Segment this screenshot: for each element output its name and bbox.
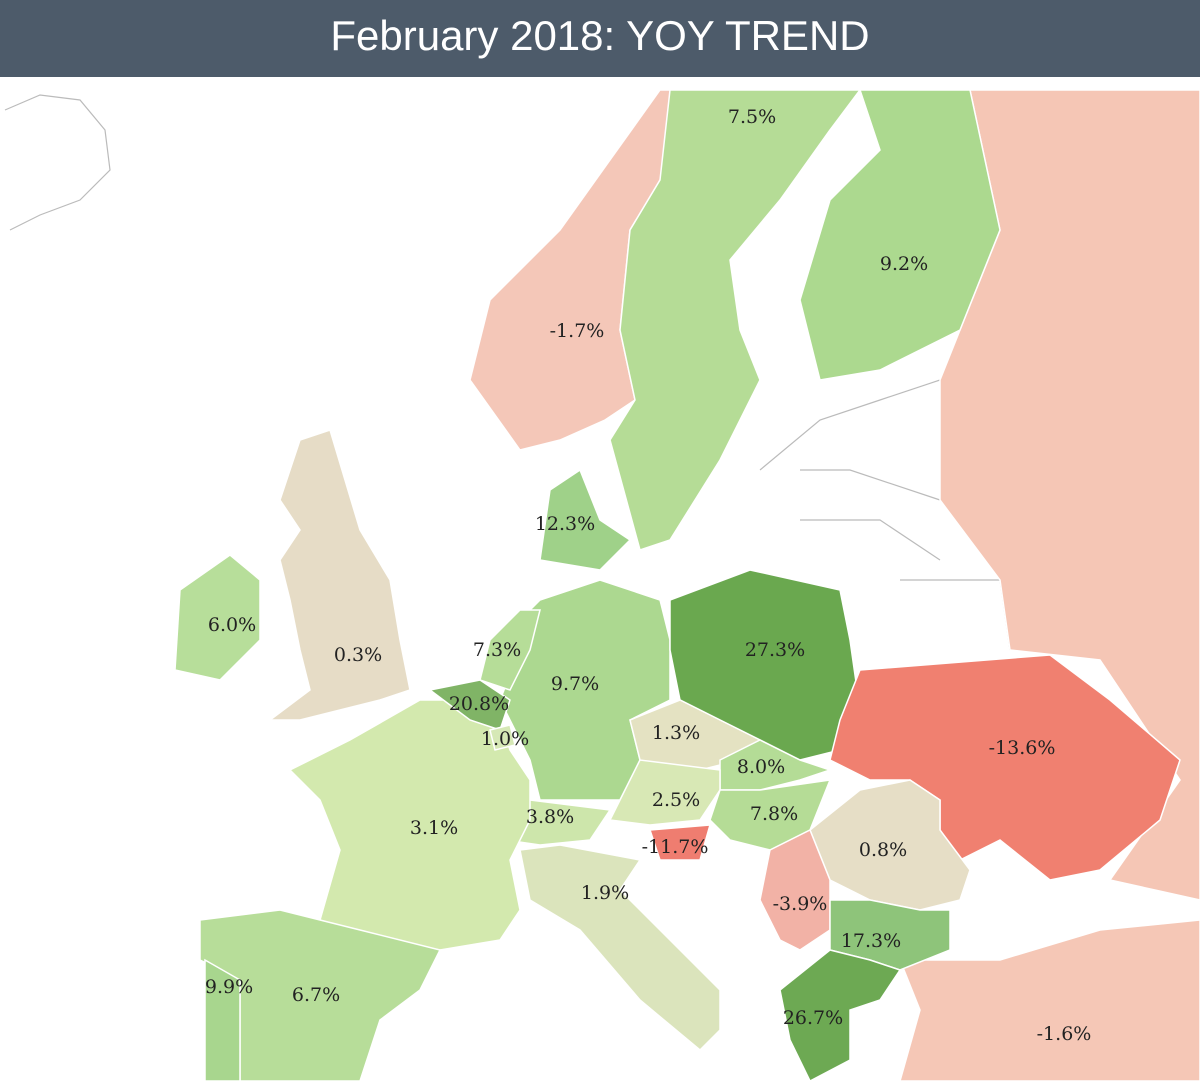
region-label: 1.3% [652, 722, 700, 744]
country [204, 958, 241, 1081]
country [609, 89, 862, 551]
region-label: 2.5% [652, 789, 700, 811]
country [779, 949, 902, 1081]
country [799, 89, 1001, 381]
region-label: 7.5% [728, 106, 776, 128]
region-label: 3.8% [526, 806, 574, 828]
region-label: 7.3% [473, 639, 521, 661]
country [898, 919, 1200, 1081]
country [829, 654, 1181, 881]
region-label: 8.0% [737, 756, 785, 778]
coast-outline [759, 379, 1011, 651]
region-label: 0.3% [334, 644, 382, 666]
country [648, 824, 712, 861]
region-label: 0.8% [859, 839, 907, 861]
region-label: 17.3% [841, 930, 901, 952]
country [539, 468, 632, 571]
region-label: 7.8% [750, 803, 798, 825]
region-label: 3.1% [410, 817, 458, 839]
region-label: 6.0% [208, 614, 256, 636]
iceland-outline [4, 94, 111, 231]
country [519, 844, 721, 1052]
region-label: -3.9% [773, 893, 828, 915]
country [759, 828, 831, 951]
region-label: 1.9% [581, 882, 629, 904]
region-label: 20.8% [449, 693, 509, 715]
region-label: 12.3% [535, 513, 595, 535]
country [267, 429, 411, 721]
region-label: 9.2% [880, 253, 928, 275]
country [608, 759, 721, 826]
region-label: -13.6% [989, 737, 1056, 759]
country [479, 609, 541, 691]
region-label: 6.7% [292, 984, 340, 1006]
country [489, 724, 516, 751]
region-label: -1.6% [1037, 1023, 1092, 1045]
header-title: February 2018: YOY TREND [0, 0, 1200, 77]
region-label: 27.3% [745, 639, 805, 661]
region-label: 1.0% [481, 728, 529, 750]
region-label: 26.7% [783, 1007, 843, 1029]
region-label: 9.9% [205, 976, 253, 998]
country [428, 679, 511, 731]
region-label: -11.7% [642, 836, 709, 858]
country [809, 779, 971, 911]
region-label: 9.7% [551, 673, 599, 695]
country [174, 554, 261, 681]
region-label: -1.7% [550, 320, 605, 342]
country [669, 569, 861, 761]
